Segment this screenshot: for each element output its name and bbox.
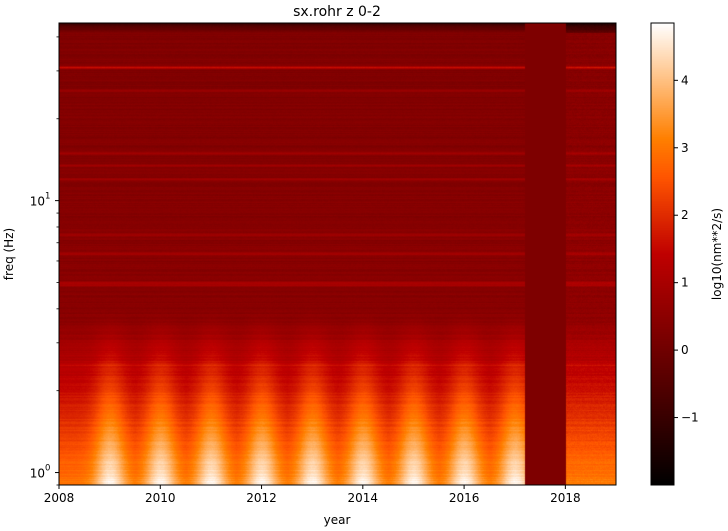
x-tick-label-3: 2014 — [348, 491, 379, 505]
colorbar-frame — [650, 22, 675, 486]
colorbar-tick-label-2: 1 — [681, 276, 689, 290]
y-tick-exponent-1: 1 — [45, 192, 50, 202]
x-axis: 2008 2010 2012 2014 2016 2018 — [44, 485, 581, 505]
y-axis-label: freq (Hz) — [2, 228, 16, 280]
x-tick-label-2: 2012 — [246, 491, 277, 505]
x-tick-label-4: 2016 — [449, 491, 480, 505]
colorbar-tick-label-1: 0 — [681, 343, 689, 357]
colorbar-tick-label-5: 4 — [681, 73, 689, 87]
colorbar-gradient — [651, 23, 674, 485]
colorbar-tick-label-4: 3 — [681, 141, 689, 155]
heatmap-plot-area — [58, 22, 617, 486]
colorbar-tick-label-3: 2 — [681, 208, 689, 222]
chart-title: sx.rohr z 0-2 — [293, 4, 381, 20]
x-axis-label: year — [324, 513, 351, 527]
y-tick-label-0: 10 — [30, 467, 45, 481]
y-tick-label-1: 10 — [30, 195, 45, 209]
colorbar-ticks: −1 0 1 2 3 4 — [674, 73, 699, 425]
colorbar-tick-label-0: −1 — [681, 411, 699, 425]
x-tick-label-5: 2018 — [550, 491, 581, 505]
x-tick-label-1: 2010 — [145, 491, 176, 505]
y-tick-exponent-0: 0 — [45, 464, 50, 474]
colorbar: −1 0 1 2 3 4 log10(nm**2/s) — [650, 22, 724, 486]
plot-frame — [58, 22, 617, 486]
x-tick-label-0: 2008 — [44, 491, 75, 505]
spectrogram-heatmap — [59, 23, 616, 485]
colorbar-label: log10(nm**2/s) — [710, 208, 724, 300]
